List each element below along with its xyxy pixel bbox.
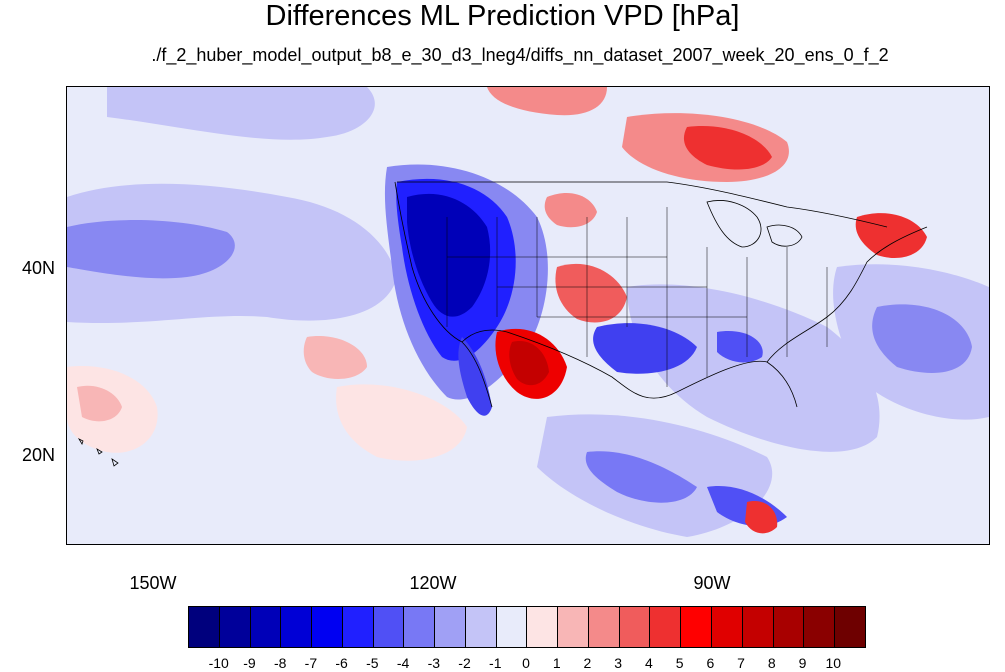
colorbar-swatch [219,607,251,647]
colorbar-swatch [619,607,651,647]
colorbar-swatch [189,607,220,647]
map-panel [66,86,990,545]
hawaii-islands [77,438,119,467]
western-us-dark-blue [407,193,491,317]
pacific-medium-blue [67,220,235,279]
y-tick-label-20n: 20N [22,445,56,465]
colorbar-tick-label: -5 [366,655,379,671]
colorbar-tick-label: -3 [427,655,441,671]
canada-east-red-core [683,126,772,170]
x-tick-label-150w: 150W [129,573,177,593]
colorbar-tick-label: -2 [458,655,471,671]
colorbar-swatch [527,607,559,647]
colorbar-tick-label: -4 [396,655,410,671]
colorbar [188,606,866,648]
colorbar-swatch [404,607,436,647]
atlantic-medium-blue [872,304,972,373]
colorbar-swatch [435,607,466,647]
state-borders [446,207,828,387]
colorbar-swatch [558,607,589,647]
colorbar-swatch [281,607,313,647]
canada-north-red [487,87,607,116]
coastline-outline [394,181,928,408]
central-america-red [745,501,778,534]
colorbar-tick-label: -10 [208,655,229,671]
east-light-blue-region [627,284,880,452]
x-tick-label-120w: 120W [409,573,457,593]
colorbar-tick-label: -6 [335,655,348,671]
colorbar-swatch [681,607,713,647]
colorbar-swatch [465,607,497,647]
colorbar-swatch [250,607,282,647]
colorbar-swatch [373,607,405,647]
colorbar-tick-label: 7 [737,655,745,671]
south-pacific-pink [336,384,467,461]
north-pacific-light-blue [107,87,375,140]
colorbar-tick-label: -8 [273,655,287,671]
chart-title: Differences ML Prediction VPD [hPa] [265,0,740,32]
colorbar-tick-label: 3 [614,655,623,671]
northeast-us-red [855,213,927,258]
colorbar-tick-label: -7 [304,655,318,671]
colorbar-tick-label: -1 [489,655,502,671]
central-pacific-red [303,336,367,379]
chart-subtitle: ./f_2_huber_model_output_b8_e_30_d3_lneg… [151,45,889,65]
y-tick-label-40n: 40N [22,258,56,278]
colorado-red [555,263,627,323]
mexico-south-blue [585,451,697,503]
colorbar-tick-label: 10 [825,655,842,671]
colorbar-swatch [835,607,865,647]
colorbar-swatch [773,607,805,647]
northern-plains-red [544,192,597,228]
arizona-red-core [509,341,549,386]
colorbar-tick-label: 8 [767,655,776,671]
baja-blue [458,337,492,416]
us-canada-border [397,181,888,228]
colorbar-tick-label: 1 [552,655,561,671]
colorbar-tick-label: 9 [798,655,807,671]
colorbar-tick-label: 6 [706,655,715,671]
colorbar-swatch [804,607,836,647]
colorbar-swatch [588,607,620,647]
x-tick-label-90w: 90W [693,573,731,593]
colorbar-swatch [496,607,528,647]
colorbar-tick-label: 4 [645,655,653,671]
colorbar-tick-label: -9 [243,655,256,671]
colorbar-swatch [312,607,343,647]
colorbar-swatch [712,607,743,647]
pacific-red-patch [77,385,122,422]
vpd-difference-map [67,87,989,544]
great-lakes-outline [706,200,803,248]
colorbar-swatch [742,607,774,647]
texas-blue [593,323,697,374]
colorbar-swatch [342,607,374,647]
colorbar-tick-label: 5 [675,655,684,671]
colorbar-tick-label: 2 [583,655,592,671]
colorbar-swatch [650,607,682,647]
gulf-coast-blue [717,331,763,363]
colorbar-tick-label: 0 [522,655,530,671]
